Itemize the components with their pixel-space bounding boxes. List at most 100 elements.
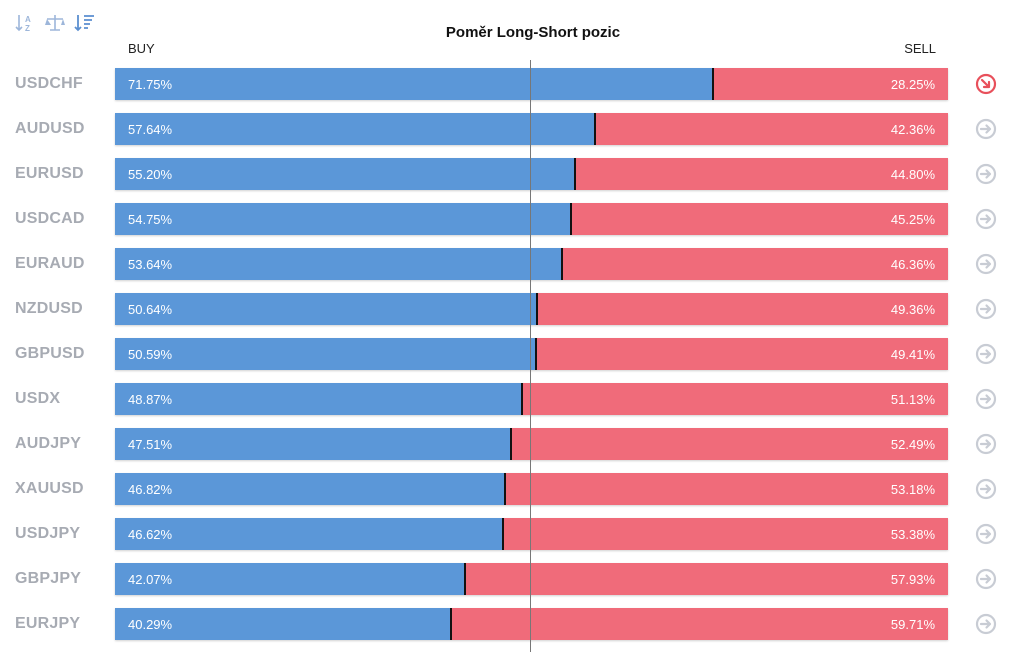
bar-segment-buy: 57.64% [115,113,595,145]
category-label[interactable]: USDCHF [15,75,83,92]
stacked-bar[interactable]: 54.75% 45.25% [115,203,948,235]
chart-row: USDX 48.87% 51.13% [0,383,1012,415]
arrow-right-icon[interactable] [975,208,997,230]
arrow-right-icon[interactable] [975,343,997,365]
bar-segment-sell: 52.49% [511,428,948,460]
bar-segment-sell: 42.36% [595,113,948,145]
stacked-bar[interactable]: 42.07% 57.93% [115,563,948,595]
category-label[interactable]: NZDUSD [15,300,83,317]
bar-split-marker [504,473,506,505]
category-label[interactable]: EURJPY [15,615,81,632]
bar-split-marker [521,383,523,415]
bar-segment-sell: 59.71% [451,608,948,640]
data-label-sell: 28.25% [890,77,935,92]
bar-segment-buy: 46.62% [115,518,503,550]
data-label-sell: 49.41% [890,347,935,362]
bar-split-marker [594,113,596,145]
data-label-sell: 52.49% [890,437,935,452]
arrow-right-icon[interactable] [975,298,997,320]
stacked-bar[interactable]: 50.59% 49.41% [115,338,948,370]
arrow-right-icon[interactable] [975,163,997,185]
sort-alpha-icon[interactable]: A Z [14,12,36,34]
stacked-bar[interactable]: 47.51% 52.49% [115,428,948,460]
bar-segment-sell: 57.93% [465,563,948,595]
bar-split-marker [574,158,576,190]
data-label-buy: 50.64% [128,302,173,317]
bar-segment-sell: 46.36% [562,248,948,280]
stacked-bar[interactable]: 53.64% 46.36% [115,248,948,280]
bar-segment-sell: 49.36% [537,293,948,325]
center-reference-line [530,60,531,652]
sell-legend-label: SELL [904,41,936,56]
buy-legend-label: BUY [128,41,155,56]
stacked-bar[interactable]: 46.82% 53.18% [115,473,948,505]
category-label[interactable]: XAUUSD [15,480,84,497]
data-label-sell: 42.36% [890,122,935,137]
data-label-buy: 55.20% [128,167,173,182]
data-label-sell: 49.36% [890,302,935,317]
stacked-bar[interactable]: 48.87% 51.13% [115,383,948,415]
data-label-sell: 59.71% [890,617,935,632]
arrow-right-icon[interactable] [975,568,997,590]
chart-row: EURUSD 55.20% 44.80% [0,158,1012,190]
bar-segment-buy: 40.29% [115,608,451,640]
arrow-down-right-icon[interactable] [975,73,997,95]
sort-descending-icon[interactable] [74,12,96,34]
chart-row: EURJPY 40.29% 59.71% [0,608,1012,640]
data-label-buy: 40.29% [128,617,173,632]
data-label-sell: 51.13% [890,392,935,407]
data-label-sell: 53.38% [890,527,935,542]
data-label-buy: 48.87% [128,392,173,407]
bar-segment-sell: 53.18% [505,473,948,505]
stacked-bar[interactable]: 55.20% 44.80% [115,158,948,190]
scale-balance-icon[interactable] [44,12,66,34]
data-label-buy: 46.82% [128,482,173,497]
stacked-bar[interactable]: 40.29% 59.71% [115,608,948,640]
category-label[interactable]: EURAUD [15,255,85,272]
bar-split-marker [510,428,512,460]
chart-row: AUDUSD 57.64% 42.36% [0,113,1012,145]
bar-split-marker [570,203,572,235]
category-label[interactable]: AUDUSD [15,120,85,137]
category-label[interactable]: AUDJPY [15,435,82,452]
arrow-right-icon[interactable] [975,253,997,275]
category-label[interactable]: GBPUSD [15,345,85,362]
bar-segment-sell: 49.41% [536,338,948,370]
bar-split-marker [464,563,466,595]
data-label-sell: 53.18% [890,482,935,497]
bar-segment-buy: 42.07% [115,563,465,595]
data-label-buy: 54.75% [128,212,173,227]
svg-text:A: A [25,15,31,24]
bar-segment-sell: 44.80% [575,158,948,190]
bar-split-marker [450,608,452,640]
bar-segment-sell: 45.25% [571,203,948,235]
data-label-buy: 57.64% [128,122,173,137]
chart-row: USDJPY 46.62% 53.38% [0,518,1012,550]
category-label[interactable]: USDJPY [15,525,81,542]
svg-text:Z: Z [25,24,30,33]
arrow-right-icon[interactable] [975,433,997,455]
arrow-right-icon[interactable] [975,388,997,410]
chart-row: USDCHF 71.75% 28.25% [0,68,1012,100]
stacked-bar[interactable]: 50.64% 49.36% [115,293,948,325]
arrow-right-icon[interactable] [975,118,997,140]
data-label-buy: 46.62% [128,527,173,542]
arrow-right-icon[interactable] [975,613,997,635]
bar-segment-sell: 28.25% [713,68,948,100]
stacked-bar[interactable]: 46.62% 53.38% [115,518,948,550]
data-label-buy: 71.75% [128,77,173,92]
stacked-bar[interactable]: 71.75% 28.25% [115,68,948,100]
bar-split-marker [712,68,714,100]
arrow-right-icon[interactable] [975,523,997,545]
arrow-right-icon[interactable] [975,478,997,500]
category-label[interactable]: USDX [15,390,61,407]
category-label[interactable]: EURUSD [15,165,84,182]
bar-segment-buy: 46.82% [115,473,505,505]
stacked-bar[interactable]: 57.64% 42.36% [115,113,948,145]
data-label-buy: 42.07% [128,572,173,587]
data-label-sell: 44.80% [890,167,935,182]
data-label-buy: 50.59% [128,347,173,362]
chart-row: AUDJPY 47.51% 52.49% [0,428,1012,460]
category-label[interactable]: GBPJPY [15,570,82,587]
category-label[interactable]: USDCAD [15,210,85,227]
